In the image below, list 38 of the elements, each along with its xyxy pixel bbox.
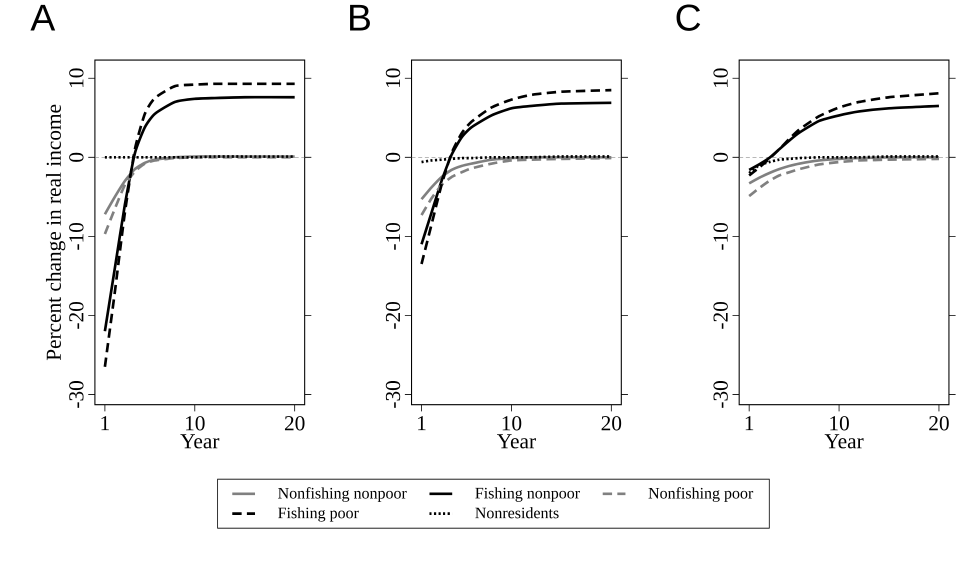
y-tick-label: 10 <box>386 68 400 88</box>
chart-title: B <box>350 5 370 31</box>
y-tick-label: 0 <box>713 153 728 162</box>
x-tick-label: 20 <box>284 416 305 431</box>
y-tick-label: 0 <box>386 153 400 162</box>
x-tick-label: 20 <box>602 416 622 431</box>
y-axis-title: Percent change in real income <box>46 104 66 360</box>
legend-label: Fishing nonpoor <box>475 488 580 502</box>
x-tick-label: 10 <box>502 416 522 431</box>
y-tick-label: -10 <box>69 223 84 250</box>
y-tick-label: -30 <box>386 381 400 408</box>
x-tick-label: 1 <box>101 416 109 430</box>
x-tick-label: 10 <box>830 416 849 431</box>
y-tick-label: -20 <box>386 302 400 330</box>
x-axis-title: Year <box>180 434 220 449</box>
y-tick-label: -20 <box>713 302 728 330</box>
line-series <box>104 82 296 368</box>
y-tick-label: 10 <box>69 68 84 88</box>
y-tick-label: -10 <box>386 223 400 250</box>
y-tick-label: -30 <box>713 381 728 408</box>
x-tick-label: 10 <box>186 416 205 431</box>
y-tick-label: -30 <box>69 381 84 408</box>
y-tick-label: 0 <box>69 153 84 162</box>
x-tick-label: 20 <box>929 416 949 431</box>
line-series <box>420 89 613 266</box>
legend-label: Fishing poor <box>278 507 359 522</box>
y-tick-label: -10 <box>713 223 728 250</box>
y-tick-label: -20 <box>69 302 84 330</box>
x-axis-title: Year <box>497 434 536 449</box>
chart-title: C <box>676 4 700 32</box>
legend-label: Nonresidents <box>475 507 559 519</box>
x-tick-label: 1 <box>418 416 426 430</box>
x-axis-title: Year <box>824 434 864 449</box>
y-tick-label: 10 <box>713 68 728 88</box>
chart-title: A <box>30 5 56 31</box>
legend-label: Nonfishing poor <box>648 487 754 502</box>
x-tick-label: 1 <box>746 416 754 430</box>
legend-label: Nonfishing nonpoor <box>278 487 407 502</box>
